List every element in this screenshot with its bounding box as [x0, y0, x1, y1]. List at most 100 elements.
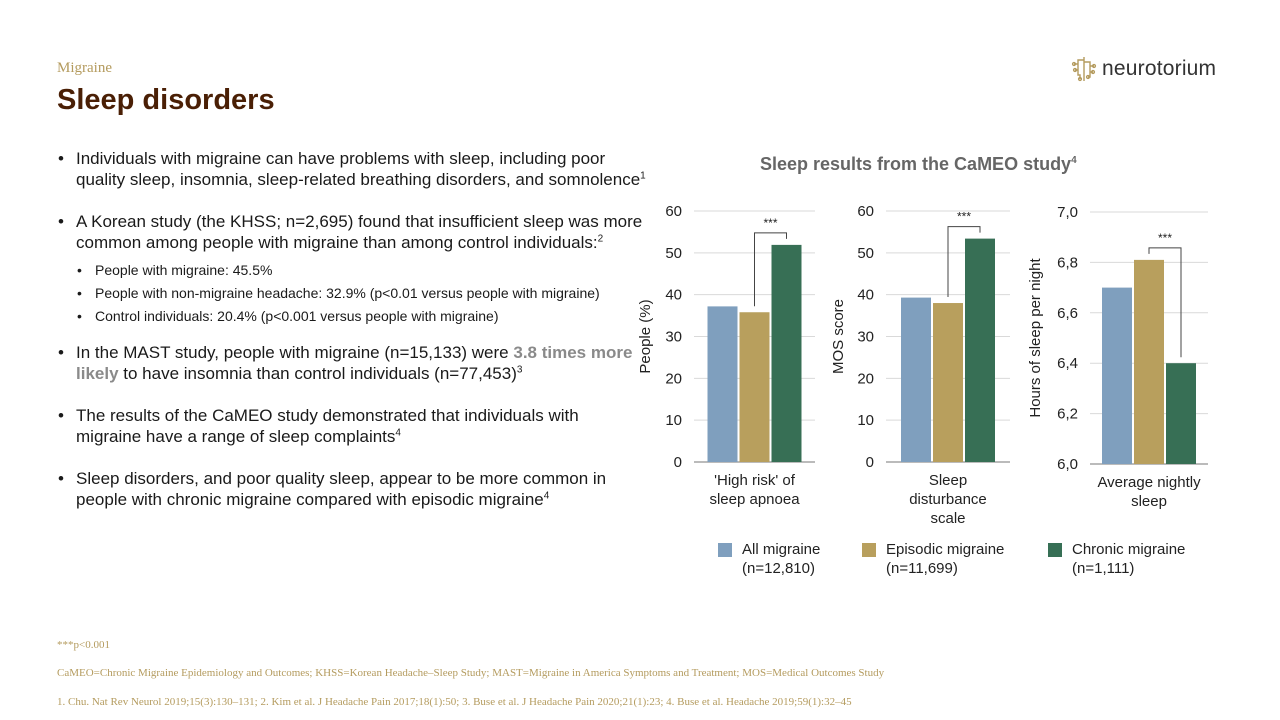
significance-bracket	[947, 226, 981, 298]
bullet-dot: •	[58, 469, 64, 488]
bar-episodic-migraine	[933, 303, 963, 462]
bullet-dot: •	[77, 285, 82, 301]
significance-marker: ***	[1158, 231, 1172, 245]
brain-logo-icon	[1071, 57, 1097, 82]
sub-bullet-item: • Control individuals: 20.4% (p<0.001 ver…	[77, 308, 648, 325]
y-tick-label: 30	[857, 329, 874, 346]
bullet-dot: •	[58, 149, 64, 168]
footnote-references: 1. Chu. Nat Rev Neurol 2019;15(3):130–13…	[57, 696, 852, 708]
bullet-list: • Individuals with migraine can have prob…	[58, 149, 648, 510]
sub-bullet-text: People with non-migraine headache: 32.9%…	[95, 285, 600, 301]
bullet-text: In the MAST study, people with migraine …	[76, 343, 514, 362]
legend-sublabel: (n=12,810)	[742, 560, 815, 577]
y-axis-label: People (%)	[637, 299, 654, 373]
legend-sublabel: (n=11,699)	[886, 560, 958, 577]
y-tick-label: 10	[857, 412, 874, 429]
reference-marker: 3	[516, 363, 523, 375]
x-category-label: Average nightly	[1097, 474, 1201, 491]
logo-text: neurotorium	[1102, 57, 1217, 80]
y-tick-label: 40	[665, 287, 682, 304]
bullet-text: to have insomnia than control individual…	[118, 363, 517, 383]
bar-episodic-migraine	[1134, 259, 1164, 464]
reference-marker: 4	[1071, 155, 1077, 166]
x-category-label: Sleep	[929, 472, 967, 489]
logo: neurotorium	[1071, 54, 1216, 84]
reference-marker: 2	[597, 232, 604, 244]
bar-chronic-migraine	[1166, 363, 1196, 464]
y-tick-label: 6,2	[1057, 406, 1078, 423]
bar-chronic-migraine	[771, 244, 802, 462]
bullet-item: • Sleep disorders, and poor quality sleep…	[58, 469, 648, 510]
legend-label: Chronic migraine	[1072, 541, 1186, 558]
y-tick-label: 50	[665, 245, 682, 262]
y-axis-label: MOS score	[830, 299, 847, 374]
significance-marker: ***	[763, 216, 777, 230]
bullet-text: A Korean study (the KHSS; n=2,695) found…	[76, 212, 643, 252]
x-category-label: sleep	[1131, 493, 1167, 510]
footnote-pvalue: ***p<0.001	[57, 639, 110, 651]
bullet-text: Individuals with migraine can have probl…	[76, 149, 641, 189]
bar-all-migraine	[707, 306, 738, 462]
x-category-label: disturbance	[909, 491, 987, 508]
bar-episodic-migraine	[739, 312, 770, 462]
significance-bracket	[754, 232, 787, 307]
bullet-text: Sleep disorders, and poor quality sleep,…	[76, 469, 607, 509]
legend-item-all-migraine: All migraine (n=12,810)	[718, 540, 820, 578]
bullet-item: • The results of the CaMEO study demonstr…	[58, 406, 648, 447]
footnote-abbreviations: CaMEO=Chronic Migraine Epidemiology and …	[57, 667, 885, 679]
bullet-dot: •	[58, 343, 64, 362]
reference-marker: 1	[640, 169, 646, 181]
bar-chronic-migraine	[965, 238, 995, 462]
chart-title: Sleep results from the CaMEO study4	[760, 154, 1077, 175]
bullet-item: • A Korean study (the KHSS; n=2,695) foun…	[58, 212, 648, 253]
legend-swatch	[1048, 543, 1062, 557]
bullet-dot: •	[58, 212, 64, 231]
legend-item-chronic-migraine: Chronic migraine (n=1,111)	[1048, 540, 1185, 578]
legend-label: All migraine	[742, 541, 821, 558]
bar-all-migraine	[901, 297, 931, 462]
y-tick-label: 30	[665, 329, 682, 346]
x-category-label: sleep apnoea	[709, 491, 800, 508]
y-tick-label: 6,6	[1057, 305, 1078, 322]
y-tick-label: 60	[857, 203, 874, 220]
x-category-label: 'High risk' of	[714, 472, 796, 489]
y-tick-label: 20	[665, 370, 682, 387]
y-tick-label: 6,8	[1057, 254, 1078, 271]
y-tick-label: 20	[857, 370, 874, 387]
significance-bracket	[1148, 247, 1182, 358]
bullet-dot: •	[58, 406, 64, 425]
x-category-label: scale	[930, 510, 965, 527]
y-tick-label: 60	[665, 203, 682, 220]
legend-swatch	[718, 543, 732, 557]
legend-swatch	[862, 543, 876, 557]
y-tick-label: 50	[857, 245, 874, 262]
chart-title-text: Sleep results from the CaMEO study	[760, 154, 1072, 174]
significance-marker: ***	[957, 210, 971, 224]
y-tick-label: 7,0	[1057, 204, 1078, 221]
y-tick-label: 0	[674, 454, 682, 471]
sub-bullet-item: • People with non-migraine headache: 32.9…	[77, 285, 648, 302]
bullet-item: • In the MAST study, people with migraine…	[58, 343, 648, 384]
bullet-text: The results of the CaMEO study demonstra…	[76, 406, 579, 446]
sub-bullet-item: • People with migraine: 45.5%	[77, 262, 648, 279]
sub-bullet-text: People with migraine: 45.5%	[95, 262, 273, 278]
legend-label: Episodic migraine	[886, 541, 1005, 558]
page-title: Sleep disorders	[57, 84, 275, 116]
bar-all-migraine	[1102, 287, 1132, 464]
y-tick-label: 40	[857, 287, 874, 304]
y-tick-label: 10	[665, 412, 682, 429]
breadcrumb: Migraine	[57, 60, 112, 76]
bullet-dot: •	[77, 308, 82, 324]
highlight-text: 3.8 times more likely	[76, 343, 633, 383]
legend-sublabel: (n=1,111)	[1072, 560, 1135, 577]
y-axis-label: Hours of sleep per night	[1027, 258, 1044, 418]
sub-bullet-text: Control individuals: 20.4% (p<0.001 vers…	[95, 308, 499, 324]
y-tick-label: 6,0	[1057, 456, 1078, 473]
bullet-item: • Individuals with migraine can have prob…	[58, 149, 648, 190]
y-tick-label: 6,4	[1057, 355, 1078, 372]
bullet-dot: •	[77, 262, 82, 278]
reference-marker: 4	[543, 489, 550, 501]
legend-item-episodic-migraine: Episodic migraine (n=11,699)	[862, 540, 1004, 578]
reference-marker: 4	[395, 426, 401, 438]
